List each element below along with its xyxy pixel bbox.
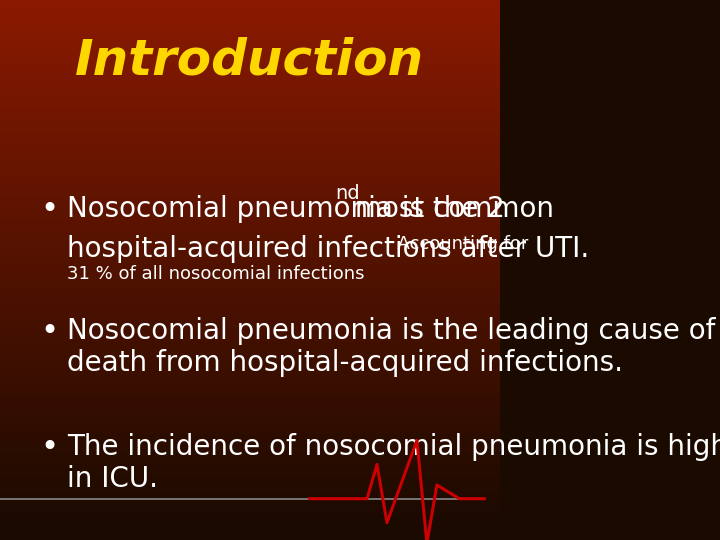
- Text: most common: most common: [346, 195, 554, 223]
- Text: Nosocomial pneumonia is the 2: Nosocomial pneumonia is the 2: [68, 195, 505, 223]
- Text: hospital-acquired infections after UTI.: hospital-acquired infections after UTI.: [68, 235, 590, 263]
- Text: Nosocomial pneumonia is the leading cause of
death from hospital-acquired infect: Nosocomial pneumonia is the leading caus…: [68, 316, 716, 377]
- Text: •: •: [40, 433, 58, 462]
- Text: •: •: [40, 316, 58, 346]
- Text: nd: nd: [336, 184, 360, 202]
- Text: Accounting for: Accounting for: [386, 235, 528, 253]
- Text: •: •: [40, 195, 58, 224]
- Text: 31 % of all nosocomial infections: 31 % of all nosocomial infections: [68, 265, 365, 283]
- Text: Introduction: Introduction: [75, 37, 424, 85]
- Text: The incidence of nosocomial pneumonia is highest
in ICU.: The incidence of nosocomial pneumonia is…: [68, 433, 720, 493]
